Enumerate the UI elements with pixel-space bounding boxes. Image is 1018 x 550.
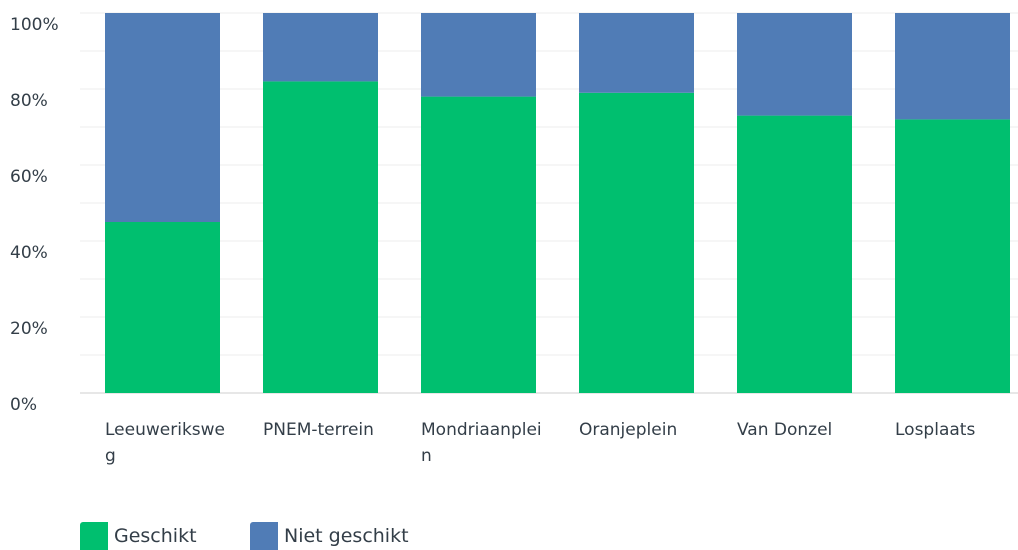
bar-segment xyxy=(895,119,1010,394)
bar-segment xyxy=(105,222,220,393)
legend-label: Niet geschikt xyxy=(284,525,409,547)
x-tick-label: Van Donzel xyxy=(737,420,833,440)
legend-swatch xyxy=(80,522,108,550)
bar-segment xyxy=(737,115,852,393)
y-tick-label: 40% xyxy=(10,243,48,263)
bar-segment xyxy=(421,13,536,97)
y-tick-label: 80% xyxy=(10,91,48,111)
legend-swatch xyxy=(250,522,278,550)
x-tick-label: Mondriaanplein xyxy=(421,420,542,466)
bar-segment xyxy=(263,13,378,82)
bar-segment xyxy=(421,96,536,393)
bar-segment xyxy=(737,13,852,116)
y-tick-label: 20% xyxy=(10,319,48,339)
bar-segment xyxy=(263,81,378,394)
legend-label: Geschikt xyxy=(114,525,197,547)
x-tick-label: Leeuweriksweg xyxy=(105,420,226,466)
y-tick-label: 100% xyxy=(10,15,59,35)
x-tick-label: Losplaats xyxy=(895,420,976,440)
bar-segment xyxy=(895,13,1010,120)
x-tick-label: PNEM-terrein xyxy=(263,420,374,440)
bar-segment xyxy=(579,13,694,93)
x-tick-label: Oranjeplein xyxy=(579,420,678,440)
y-tick-label: 0% xyxy=(10,395,37,415)
legend-item: Geschikt xyxy=(80,522,197,550)
bar-segment xyxy=(579,92,694,394)
y-tick-label: 60% xyxy=(10,167,48,187)
legend-item: Niet geschikt xyxy=(250,522,409,550)
bar-segment xyxy=(105,13,220,222)
